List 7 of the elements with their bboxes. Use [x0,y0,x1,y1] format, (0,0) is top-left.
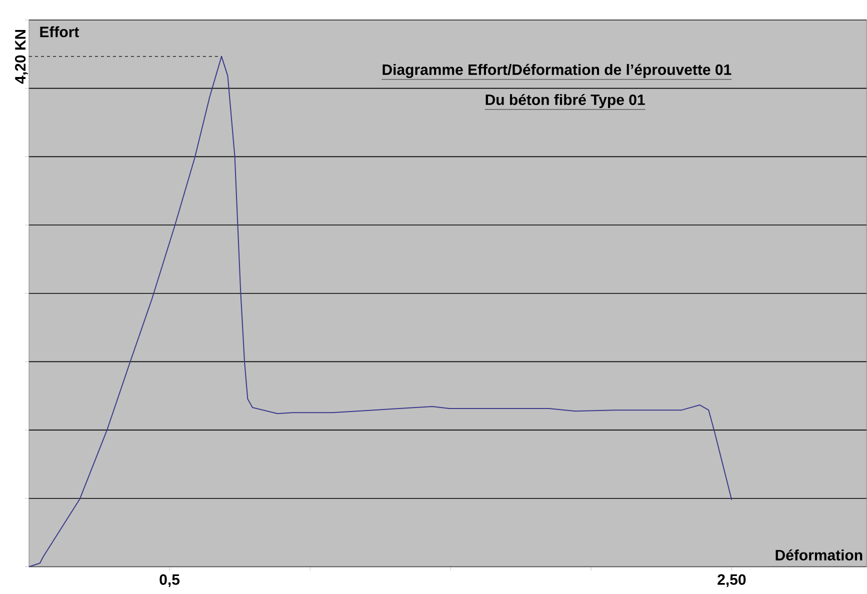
text: Du béton fibré Type 01 [486,94,645,108]
x-axis-title: Déformation [776,549,862,561]
ref-line-label: 4,20 KN [15,30,28,84]
x-tick-label: 2,50 [718,574,746,588]
y-axis-title: Effort [40,26,80,38]
chart-title: Diagramme Effort/Déformation de l’éprouvette 01 [382,64,732,78]
x-tick-label: 0,5 [160,574,180,588]
